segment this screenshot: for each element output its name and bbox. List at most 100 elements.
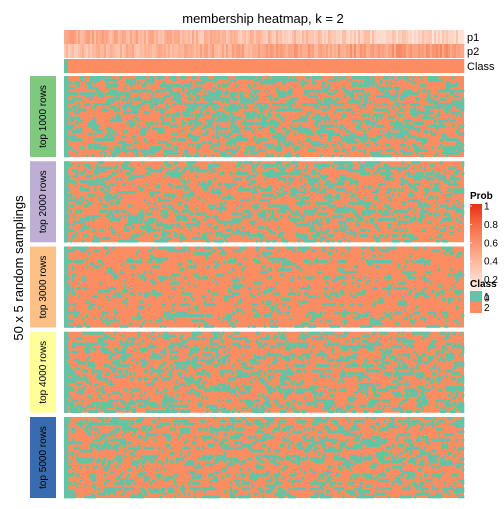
heatmap-cell — [362, 199, 365, 203]
heatmap-cell — [408, 193, 411, 197]
heatmap-cell — [312, 223, 315, 227]
heatmap-cell — [274, 130, 277, 133]
anno-cell — [426, 44, 429, 58]
heatmap-cell — [244, 231, 247, 235]
heatmap-cell — [146, 148, 149, 152]
heatmap-cell — [318, 105, 321, 109]
heatmap-cell — [366, 84, 369, 88]
anno-cell — [454, 30, 457, 44]
heatmap-cell — [226, 148, 229, 152]
heatmap-cell — [230, 113, 233, 117]
heatmap-cell — [196, 113, 199, 117]
heatmap-cell — [254, 260, 257, 263]
heatmap-cell — [222, 97, 225, 101]
heatmap-cell — [328, 97, 331, 101]
heatmap-cell — [128, 223, 131, 227]
heatmap-cell — [170, 246, 173, 250]
heatmap-cell — [338, 108, 341, 112]
heatmap-cell — [254, 92, 257, 96]
heatmap-cell — [192, 193, 195, 197]
heatmap-cell — [350, 207, 353, 211]
heatmap-cell — [362, 251, 365, 255]
heatmap-cell — [158, 140, 161, 144]
heatmap-cell — [282, 108, 285, 112]
heatmap-cell — [188, 92, 191, 96]
heatmap-cell — [442, 105, 445, 109]
anno-cell — [258, 59, 261, 73]
heatmap-cell — [414, 174, 417, 178]
heatmap-cell — [260, 111, 263, 115]
heatmap-cell — [176, 146, 179, 150]
heatmap-cell — [310, 212, 313, 216]
heatmap-cell — [226, 154, 229, 158]
heatmap-cell — [72, 204, 75, 208]
heatmap-cell — [130, 124, 133, 128]
heatmap-cell — [194, 89, 197, 93]
heatmap-cell — [270, 154, 273, 158]
heatmap-cell — [368, 201, 371, 205]
heatmap-cell — [280, 135, 283, 139]
heatmap-cell — [264, 215, 267, 219]
heatmap-cell — [364, 135, 367, 139]
heatmap-cell — [310, 209, 313, 213]
heatmap-cell — [216, 190, 219, 194]
heatmap-cell — [86, 188, 89, 192]
heatmap-cell — [212, 97, 215, 101]
heatmap-cell — [132, 108, 135, 112]
heatmap-cell — [192, 223, 195, 227]
heatmap-cell — [406, 132, 409, 136]
heatmap-cell — [324, 86, 327, 90]
heatmap-cell — [108, 130, 111, 133]
heatmap-cell — [386, 135, 389, 139]
anno-cell — [210, 30, 213, 44]
heatmap-cell — [236, 249, 239, 253]
heatmap-cell — [230, 154, 233, 158]
heatmap-cell — [320, 100, 323, 104]
heatmap-cell — [380, 94, 383, 98]
heatmap-cell — [66, 119, 69, 123]
heatmap-cell — [132, 182, 135, 186]
heatmap-cell — [108, 188, 111, 192]
heatmap-cell — [178, 84, 181, 88]
heatmap-cell — [186, 108, 189, 112]
heatmap-cell — [194, 121, 197, 125]
heatmap-cell — [342, 220, 345, 224]
heatmap-cell — [382, 249, 385, 253]
heatmap-cell — [98, 249, 101, 253]
heatmap-cell — [290, 180, 293, 184]
heatmap-cell — [360, 234, 363, 238]
heatmap-cell — [336, 108, 339, 112]
heatmap-cell — [230, 140, 233, 144]
heatmap-cell — [334, 111, 337, 115]
heatmap-cell — [302, 249, 305, 253]
heatmap-cell — [336, 119, 339, 123]
heatmap-cell — [436, 249, 439, 253]
anno-cell — [306, 30, 309, 44]
heatmap-cell — [148, 228, 151, 232]
heatmap-cell — [450, 182, 453, 186]
heatmap-cell — [160, 84, 163, 88]
heatmap-cell — [280, 188, 283, 192]
heatmap-cell — [142, 130, 145, 133]
heatmap-cell — [288, 100, 291, 104]
heatmap-cell — [134, 146, 137, 150]
heatmap-cell — [240, 199, 243, 203]
heatmap-cell — [208, 78, 211, 82]
heatmap-cell — [414, 108, 417, 112]
heatmap-cell — [254, 135, 257, 139]
heatmap-cell — [76, 172, 79, 176]
heatmap-cell — [296, 190, 299, 194]
heatmap-cell — [216, 207, 219, 211]
heatmap-cell — [400, 121, 403, 125]
row-group-label: top 3000 rows — [38, 256, 49, 319]
heatmap-cell — [440, 97, 443, 101]
heatmap-cell — [68, 146, 71, 150]
heatmap-cell — [458, 148, 461, 152]
heatmap-cell — [138, 94, 141, 98]
heatmap-cell — [78, 209, 81, 213]
heatmap-cell — [166, 84, 169, 88]
heatmap-cell — [118, 148, 121, 152]
anno-cell — [372, 59, 375, 73]
heatmap-cell — [324, 116, 327, 120]
heatmap-cell — [236, 148, 239, 152]
